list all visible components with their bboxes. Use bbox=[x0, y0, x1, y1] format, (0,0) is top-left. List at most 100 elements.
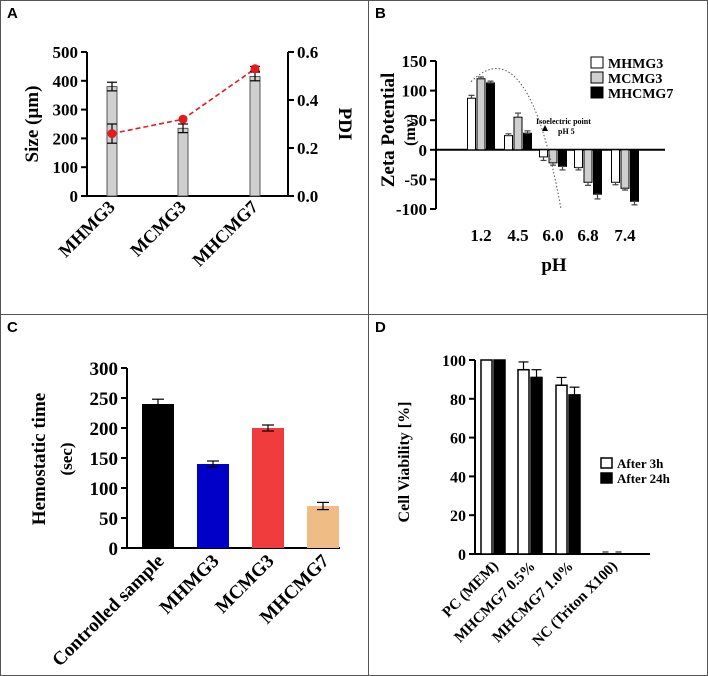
a-y2label: PDI bbox=[334, 108, 355, 141]
b-bar-MCMG3 bbox=[513, 116, 523, 151]
b-bar-MHCMG7 bbox=[593, 149, 602, 195]
b-legend-swatch bbox=[590, 71, 604, 84]
b-bar-MCMG3 bbox=[476, 78, 486, 151]
b-ytick-label: 100 bbox=[402, 82, 428, 101]
b-bar-MCMG3 bbox=[620, 149, 630, 189]
d-bar-After 24h bbox=[493, 359, 506, 555]
a-y2tick-label: 0.2 bbox=[297, 139, 318, 158]
b-annotation-line2: pH 5 bbox=[558, 127, 575, 136]
chart-c: 0 50 100 150 200 250 300 Hemostatic time (sec) Co… bbox=[29, 359, 340, 671]
c-xtick-label: Controlled sample bbox=[48, 551, 168, 671]
b-bar-MHMG3 bbox=[574, 149, 583, 169]
b-xlabel: pH bbox=[541, 255, 567, 276]
d-legend-label: After 3h bbox=[617, 456, 664, 471]
b-bar-MHCMG7 bbox=[486, 82, 495, 151]
b-bar-MHMG3 bbox=[504, 135, 513, 151]
b-annotation-line1: Isoelectric point bbox=[536, 117, 591, 126]
d-ytick-label: 0 bbox=[458, 547, 466, 564]
d-xtick-label: NC (Triton X100) bbox=[530, 559, 621, 650]
d-legend-swatch bbox=[600, 457, 613, 469]
b-isoelectric-curve bbox=[470, 68, 562, 210]
b-bar-MHMG3 bbox=[611, 149, 620, 183]
a-xtick-label: MHMG3 bbox=[54, 197, 118, 261]
c-ylabel: Hemostatic time bbox=[29, 393, 50, 525]
c-bar-MHMG3 bbox=[197, 464, 229, 548]
panel-d-label: D bbox=[375, 319, 386, 336]
c-ytick-label: 100 bbox=[90, 479, 119, 500]
b-legend-label: MCMG3 bbox=[608, 72, 662, 87]
a-ytick-label: 0 bbox=[70, 187, 79, 206]
b-bar-MHMG3 bbox=[539, 149, 548, 158]
d-bar-After 3h bbox=[517, 368, 530, 555]
a-ytick-label: 400 bbox=[53, 72, 79, 91]
b-xtick-label: 4.5 bbox=[507, 226, 528, 245]
b-ylabel2: (mv) bbox=[402, 114, 419, 146]
a-y2tick-label: 0.4 bbox=[297, 91, 319, 110]
a-y2tick-label: 0.0 bbox=[297, 187, 318, 206]
c-xtick-label: MHMG3 bbox=[156, 551, 224, 619]
a-ytick-label: 500 bbox=[53, 43, 79, 62]
b-ytick-label: 150 bbox=[402, 52, 428, 71]
c-bar-Controlled sample bbox=[142, 404, 174, 548]
a-ytick-label: 100 bbox=[53, 158, 79, 177]
b-bar-MCMG3 bbox=[583, 149, 593, 183]
b-bar-MHCMG7 bbox=[558, 149, 567, 167]
a-ytick-label: 200 bbox=[53, 129, 79, 148]
a-xtick-label: MCMG3 bbox=[126, 197, 190, 261]
b-bar-MHCMG7 bbox=[630, 149, 639, 202]
b-ytick-label: 50 bbox=[410, 111, 427, 130]
a-ylabel: Size (µm) bbox=[22, 86, 43, 163]
b-legend-label: MHMG3 bbox=[608, 57, 663, 72]
c-ytick-label: 50 bbox=[99, 509, 118, 530]
panel-b-label: B bbox=[375, 5, 386, 22]
d-ylabel: Cell Viability [%] bbox=[396, 402, 413, 523]
b-xtick-label: 6.0 bbox=[542, 226, 563, 245]
b-ylabel: Zeta Potential bbox=[378, 73, 399, 188]
d-legend-swatch bbox=[600, 472, 613, 484]
a-pdi-point bbox=[107, 129, 117, 139]
a-y2tick-label: 0.6 bbox=[297, 43, 318, 62]
b-bar-MHCMG7 bbox=[523, 132, 532, 151]
b-xtick-label: 6.8 bbox=[577, 226, 598, 245]
c-bar-MCMG3 bbox=[252, 428, 284, 548]
d-bar-After 3h bbox=[555, 384, 568, 555]
a-bar-MHCMG7 bbox=[249, 75, 261, 197]
d-bar-After 24h bbox=[530, 376, 543, 555]
d-ytick-label: 20 bbox=[450, 508, 466, 525]
c-ytick-label: 250 bbox=[90, 389, 119, 410]
d-ytick-label: 100 bbox=[442, 353, 466, 370]
a-pdi-point bbox=[178, 114, 188, 124]
b-ytick-label: 0 bbox=[419, 141, 428, 160]
b-ytick-label: -50 bbox=[404, 170, 427, 189]
c-ytick-label: 0 bbox=[109, 539, 119, 560]
b-annotation-arrow bbox=[542, 125, 548, 131]
b-ytick-label: -100 bbox=[396, 200, 427, 219]
chart-a: 0 100 200 300 400 500 0.0 0.2 0.4 0.6 Size (µm) PDI… bbox=[22, 43, 355, 271]
c-ylabel2: (sec) bbox=[57, 442, 76, 475]
d-ytick-label: 80 bbox=[450, 392, 466, 409]
b-legend-swatch bbox=[590, 86, 604, 99]
b-legend-swatch bbox=[590, 56, 604, 69]
a-pdi-point bbox=[250, 64, 260, 74]
c-ytick-label: 300 bbox=[90, 359, 119, 380]
c-ytick-label: 200 bbox=[90, 419, 119, 440]
b-bar-MHMG3 bbox=[467, 97, 476, 151]
d-bar-After 24h bbox=[568, 394, 581, 555]
a-xtick-label: MHCMG7 bbox=[188, 197, 262, 271]
b-xtick-label: 7.4 bbox=[614, 226, 636, 245]
d-legend-label: After 24h bbox=[617, 471, 671, 486]
c-bar-MHCMG7 bbox=[307, 506, 339, 548]
a-bar-MCMG3 bbox=[177, 127, 189, 197]
b-legend-label: MHCMG7 bbox=[608, 87, 673, 102]
c-ytick-label: 150 bbox=[90, 449, 119, 470]
panel-a-label: A bbox=[7, 5, 18, 22]
b-xtick-label: 1.2 bbox=[470, 226, 491, 245]
d-ytick-label: 40 bbox=[450, 469, 466, 486]
panel-c-label: C bbox=[7, 319, 18, 336]
d-bar-After 3h bbox=[480, 359, 493, 555]
d-ytick-label: 60 bbox=[450, 431, 466, 448]
a-ytick-label: 300 bbox=[53, 101, 79, 120]
